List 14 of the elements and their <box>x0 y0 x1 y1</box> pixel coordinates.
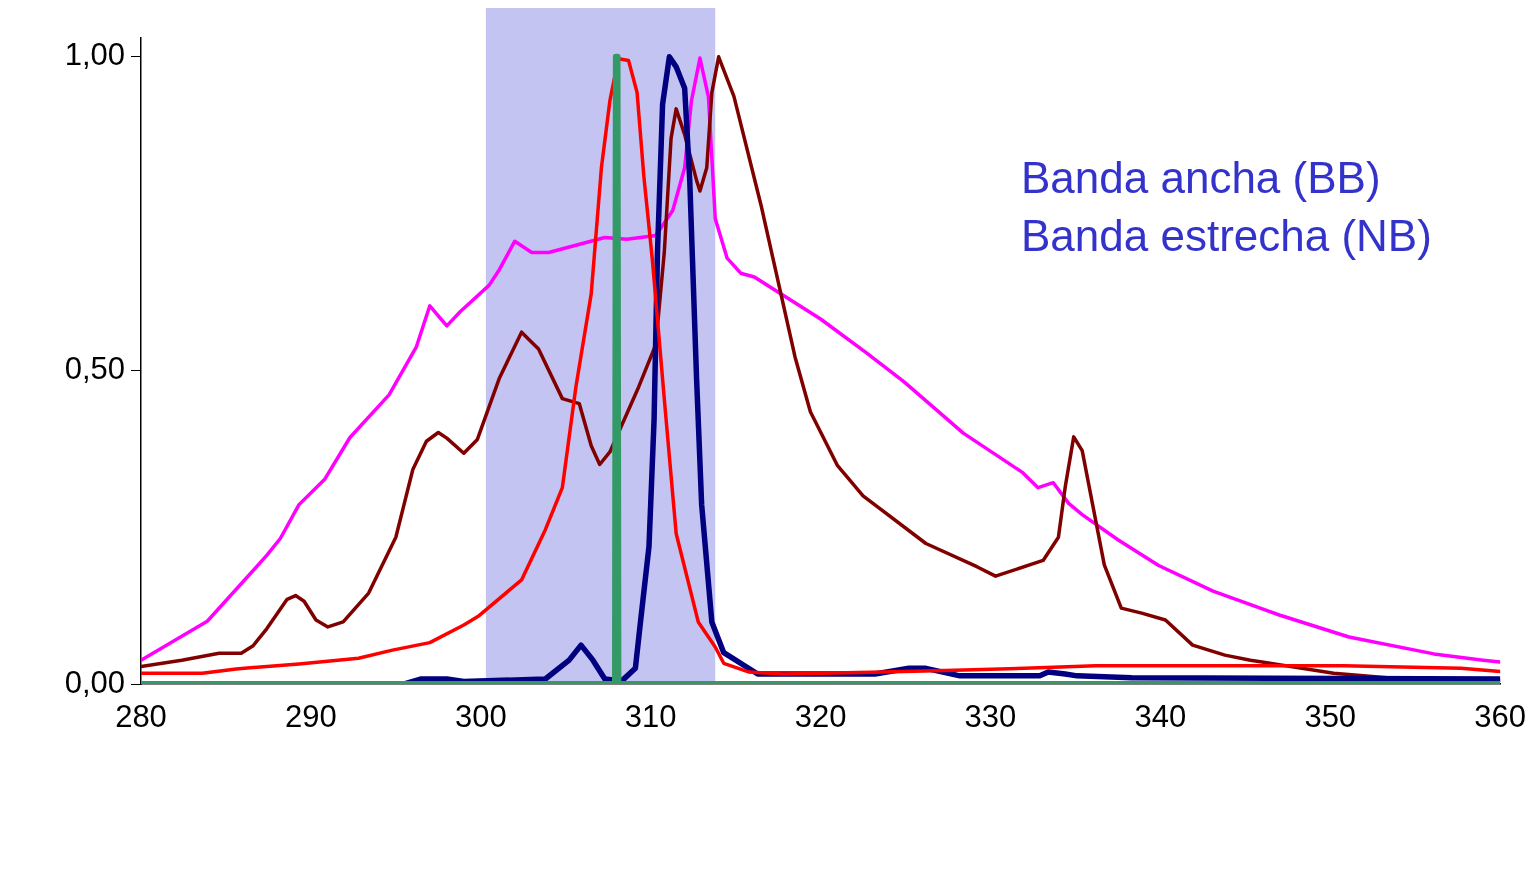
x-tick-label: 300 <box>454 699 507 735</box>
annotation: Banda ancha (BB) <box>1021 153 1381 202</box>
y-tick-label: 0,00 <box>64 664 125 700</box>
y-tick-label: 1,00 <box>64 37 125 73</box>
x-tick-label: 290 <box>285 699 337 735</box>
x-tick-label: 320 <box>794 699 847 735</box>
x-tick-label: 340 <box>1134 699 1187 735</box>
x-tick-label: 310 <box>624 699 677 735</box>
annotation: Banda estrecha (NB) <box>1021 211 1432 260</box>
y-tick-label: 0,50 <box>64 350 125 386</box>
x-tick-label: 280 <box>115 699 167 735</box>
x-tick-label: 360 <box>1474 699 1527 735</box>
x-tick-label: 330 <box>964 699 1017 735</box>
x-tick-label: 350 <box>1304 699 1357 735</box>
